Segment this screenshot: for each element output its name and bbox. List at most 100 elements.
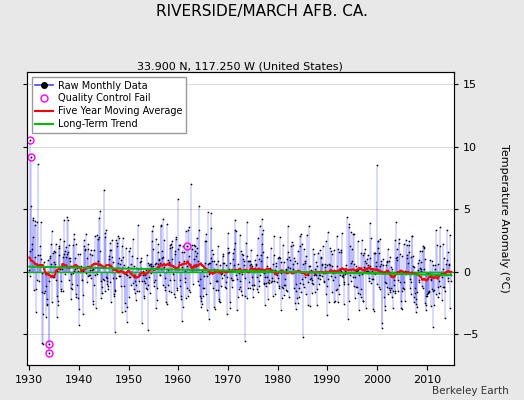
Point [373,245,381,252]
Point [292,295,301,301]
Point [44,257,52,263]
Point [130,290,139,296]
Point [71,265,79,272]
Point [134,222,143,229]
Point [140,293,148,300]
Point [35,261,43,268]
Point [199,285,208,292]
Point [108,237,116,244]
Point [342,269,350,276]
Point [183,263,191,270]
Point [150,277,159,283]
Point [90,247,99,254]
Point [389,304,398,311]
Point [188,246,196,252]
Point [101,288,109,294]
Point [282,288,291,294]
Point [215,296,224,302]
Point [359,298,368,304]
Point [378,320,387,326]
Point [364,252,372,258]
Point [50,259,59,265]
Point [372,250,380,256]
Point [140,278,148,284]
Point [202,238,210,244]
Point [86,267,94,273]
Point [274,275,282,282]
Point [224,230,232,236]
Point [428,258,436,264]
Point [182,243,191,249]
Point [168,238,176,244]
Point [243,252,251,259]
Point [427,302,435,309]
Point [170,291,178,297]
Point [411,295,420,302]
Point [86,246,95,253]
Point [265,277,274,283]
Point [237,288,245,294]
Point [256,272,265,278]
Point [136,258,145,264]
Point [173,286,182,293]
Point [121,300,129,306]
Point [145,262,153,268]
Point [242,240,250,246]
Point [328,289,336,295]
Point [343,214,351,220]
Point [288,239,297,246]
Point [199,292,207,299]
Point [350,230,358,237]
Point [247,247,255,253]
Point [356,264,364,271]
Point [441,288,449,294]
Point [315,272,323,278]
Point [181,279,189,285]
Point [431,262,439,268]
Point [211,268,220,274]
Point [189,280,198,287]
Point [427,276,435,282]
Point [47,241,56,248]
Point [172,266,181,272]
Point [28,246,36,252]
Point [168,244,177,250]
Point [296,280,304,286]
Point [215,261,224,268]
Point [205,270,213,277]
Point [438,274,446,280]
Point [55,243,63,250]
Point [209,284,217,291]
Point [319,270,327,276]
Point [446,270,454,277]
Point [34,252,42,258]
Point [139,295,148,301]
Point [401,271,410,277]
Point [160,287,169,294]
Point [118,265,126,271]
Point [202,290,211,297]
Point [81,246,89,252]
Point [157,222,166,229]
Point [285,223,293,230]
Point [198,304,206,311]
Point [388,294,396,300]
Point [369,276,377,282]
Point [237,247,245,254]
Point [63,214,71,221]
Point [381,262,390,269]
Point [368,266,377,272]
Point [354,267,362,273]
Point [208,258,216,264]
Point [284,249,292,256]
Point [273,279,281,285]
Point [100,187,108,194]
Point [76,250,84,257]
Point [81,231,90,237]
Point [352,268,361,274]
Point [427,276,435,283]
Point [445,305,454,311]
Point [260,302,269,308]
Point [334,246,342,252]
Point [148,228,156,235]
